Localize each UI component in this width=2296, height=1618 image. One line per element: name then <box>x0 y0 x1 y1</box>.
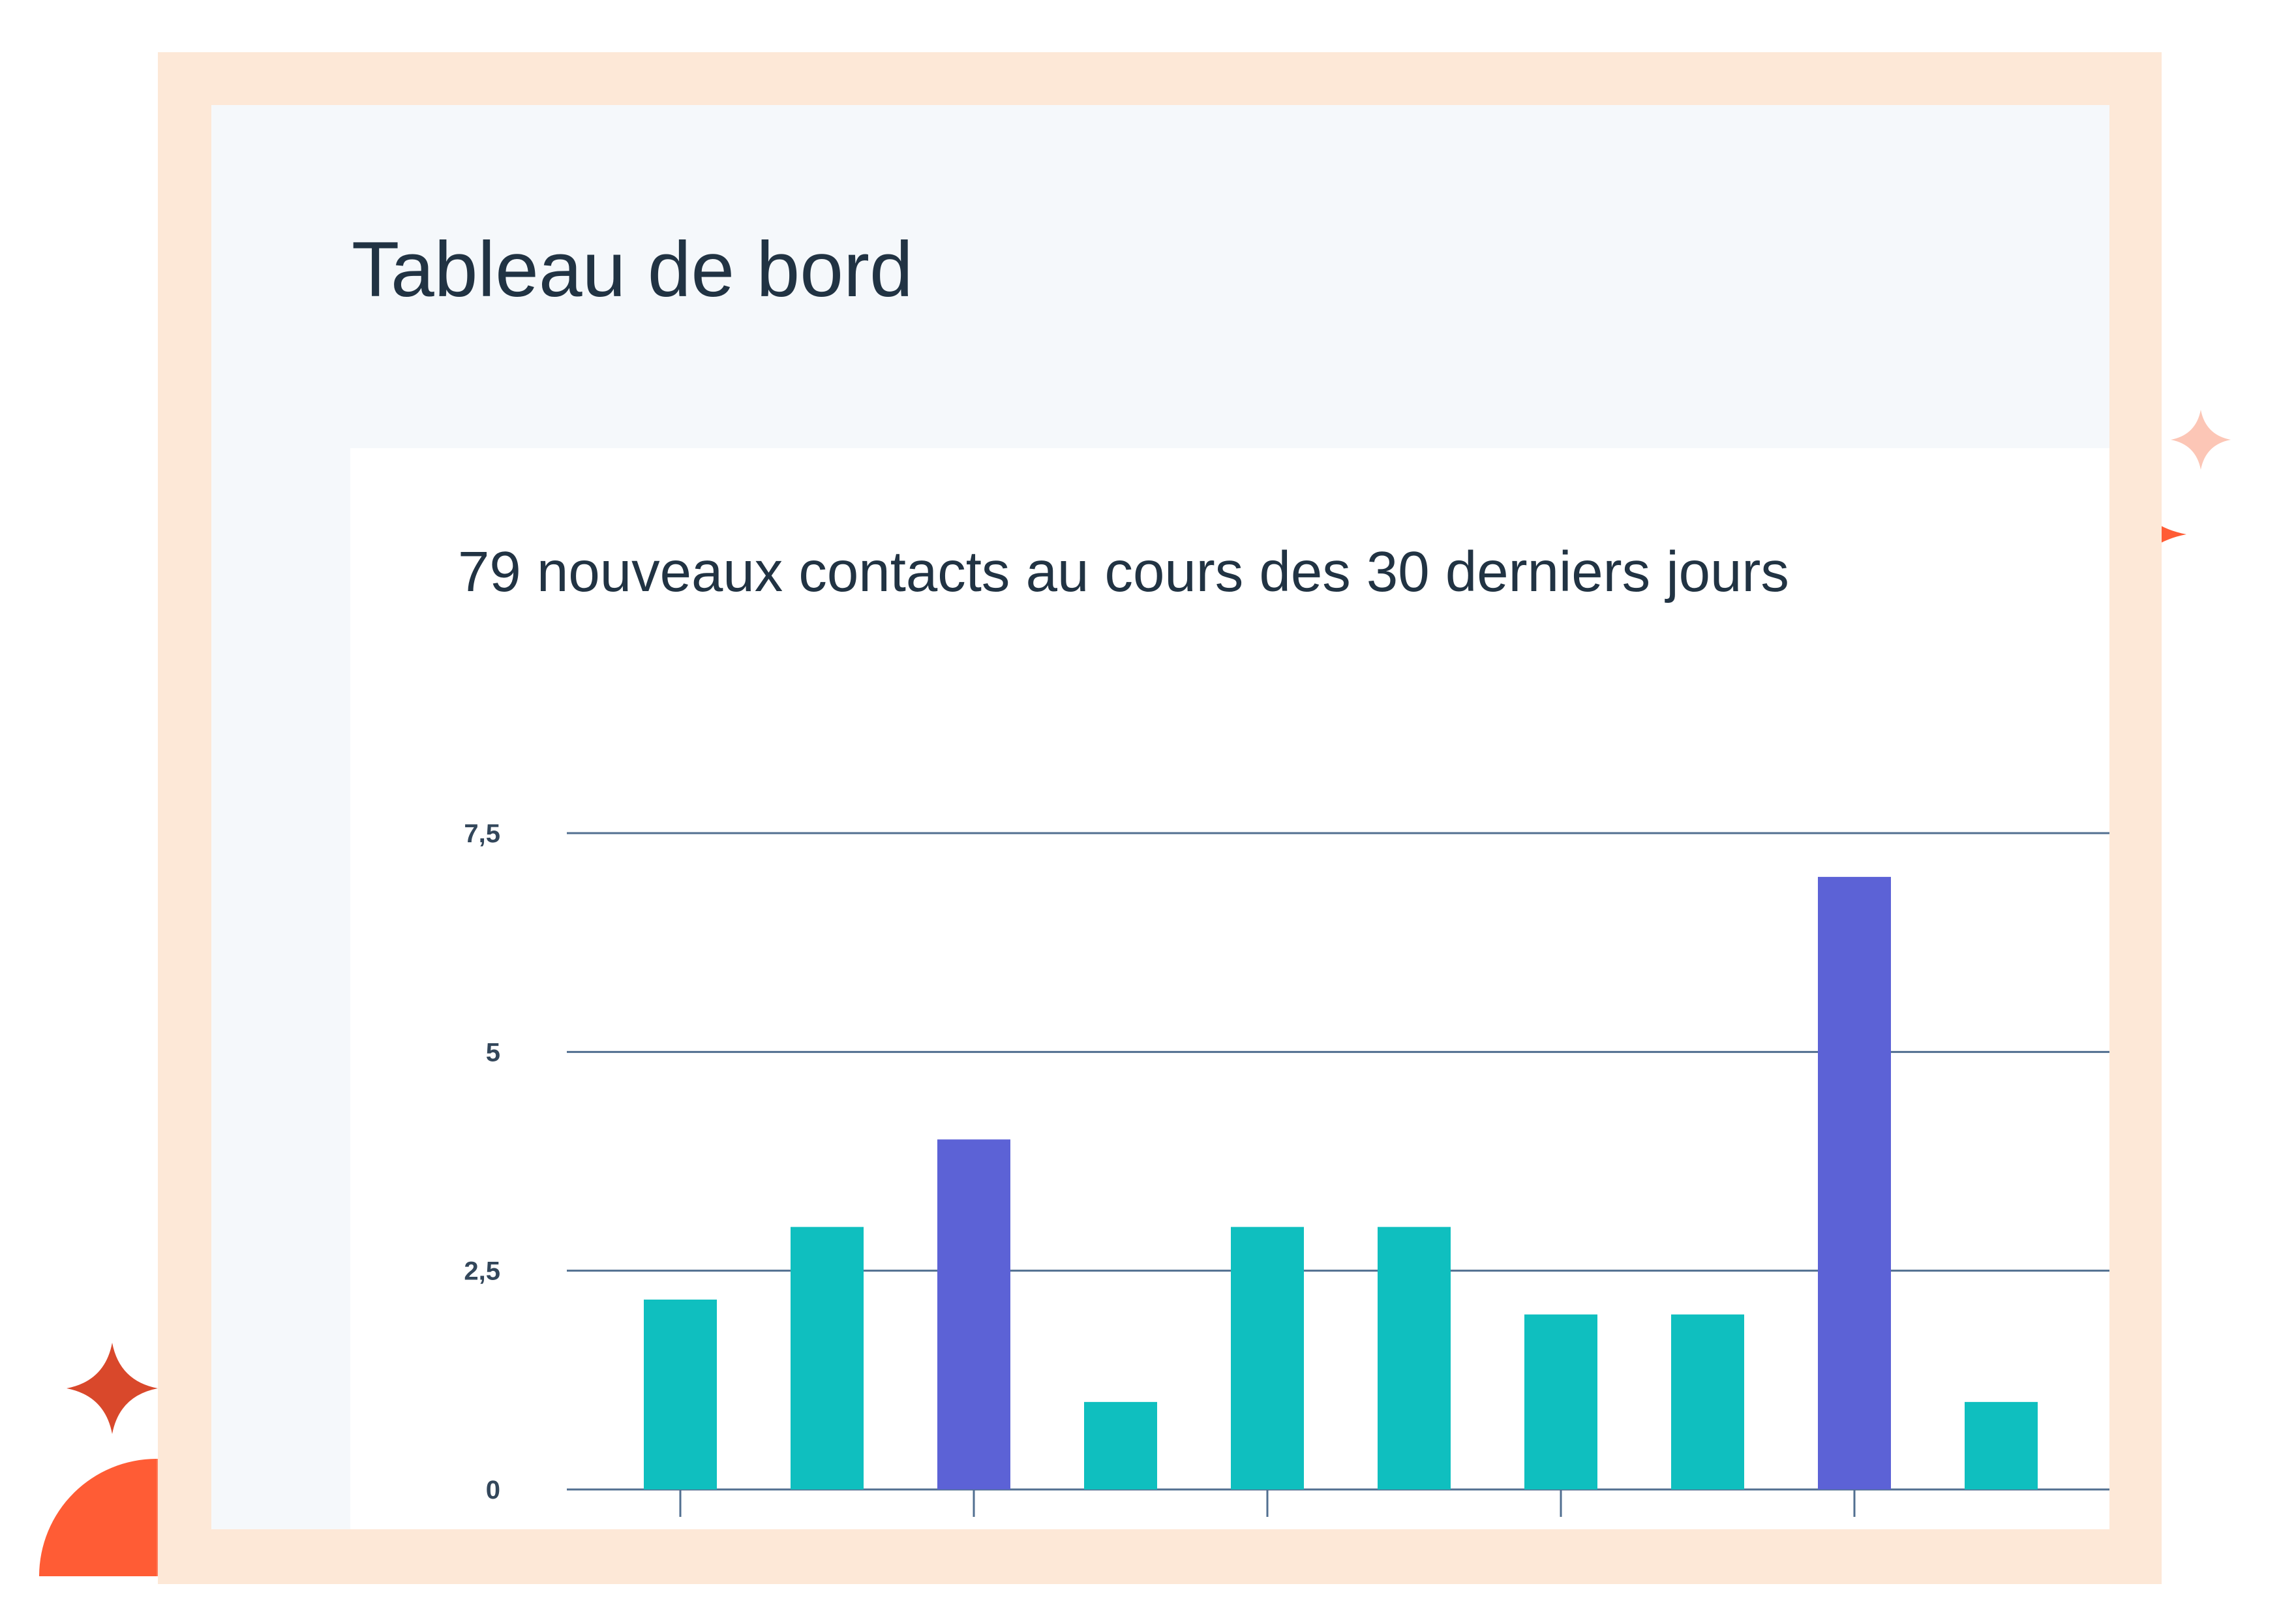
bar[interactable] <box>1084 1401 1157 1489</box>
bar[interactable] <box>1524 1314 1597 1489</box>
y-tick-label: 2,5 <box>464 1257 500 1286</box>
sparkle-small-icon <box>2171 410 2231 470</box>
new-contacts-bar-chart: 0 2,5 5 7,5 <box>464 819 2109 1517</box>
y-tick-label: 7,5 <box>464 819 500 848</box>
page-title: Tableau de bord <box>352 226 913 313</box>
y-tick-label: 5 <box>486 1038 500 1067</box>
contacts-chart-card: 0 2,5 5 7,5 79 nouveaux contacts au cours d… <box>350 448 2109 1529</box>
dashboard-panel: Tableau de bord 0 2,5 5 7,5 79 nouveaux con… <box>211 105 2109 1529</box>
bar[interactable] <box>791 1227 864 1489</box>
bar[interactable] <box>937 1139 1010 1489</box>
bar[interactable] <box>1231 1227 1304 1489</box>
card-title: 79 nouveaux contacts au cours des 30 der… <box>458 540 1789 603</box>
sparkle-bottom-icon <box>67 1343 158 1434</box>
y-tick-label: 0 <box>486 1476 500 1504</box>
bar[interactable] <box>644 1299 717 1489</box>
bar[interactable] <box>1965 1401 2038 1489</box>
bar[interactable] <box>1818 877 1891 1489</box>
bar[interactable] <box>1671 1314 1744 1489</box>
bar[interactable] <box>1378 1227 1451 1489</box>
